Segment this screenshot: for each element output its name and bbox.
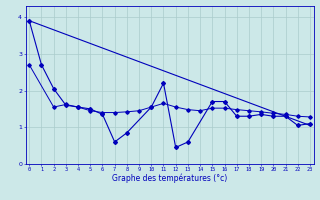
X-axis label: Graphe des températures (°c): Graphe des températures (°c)	[112, 174, 227, 183]
